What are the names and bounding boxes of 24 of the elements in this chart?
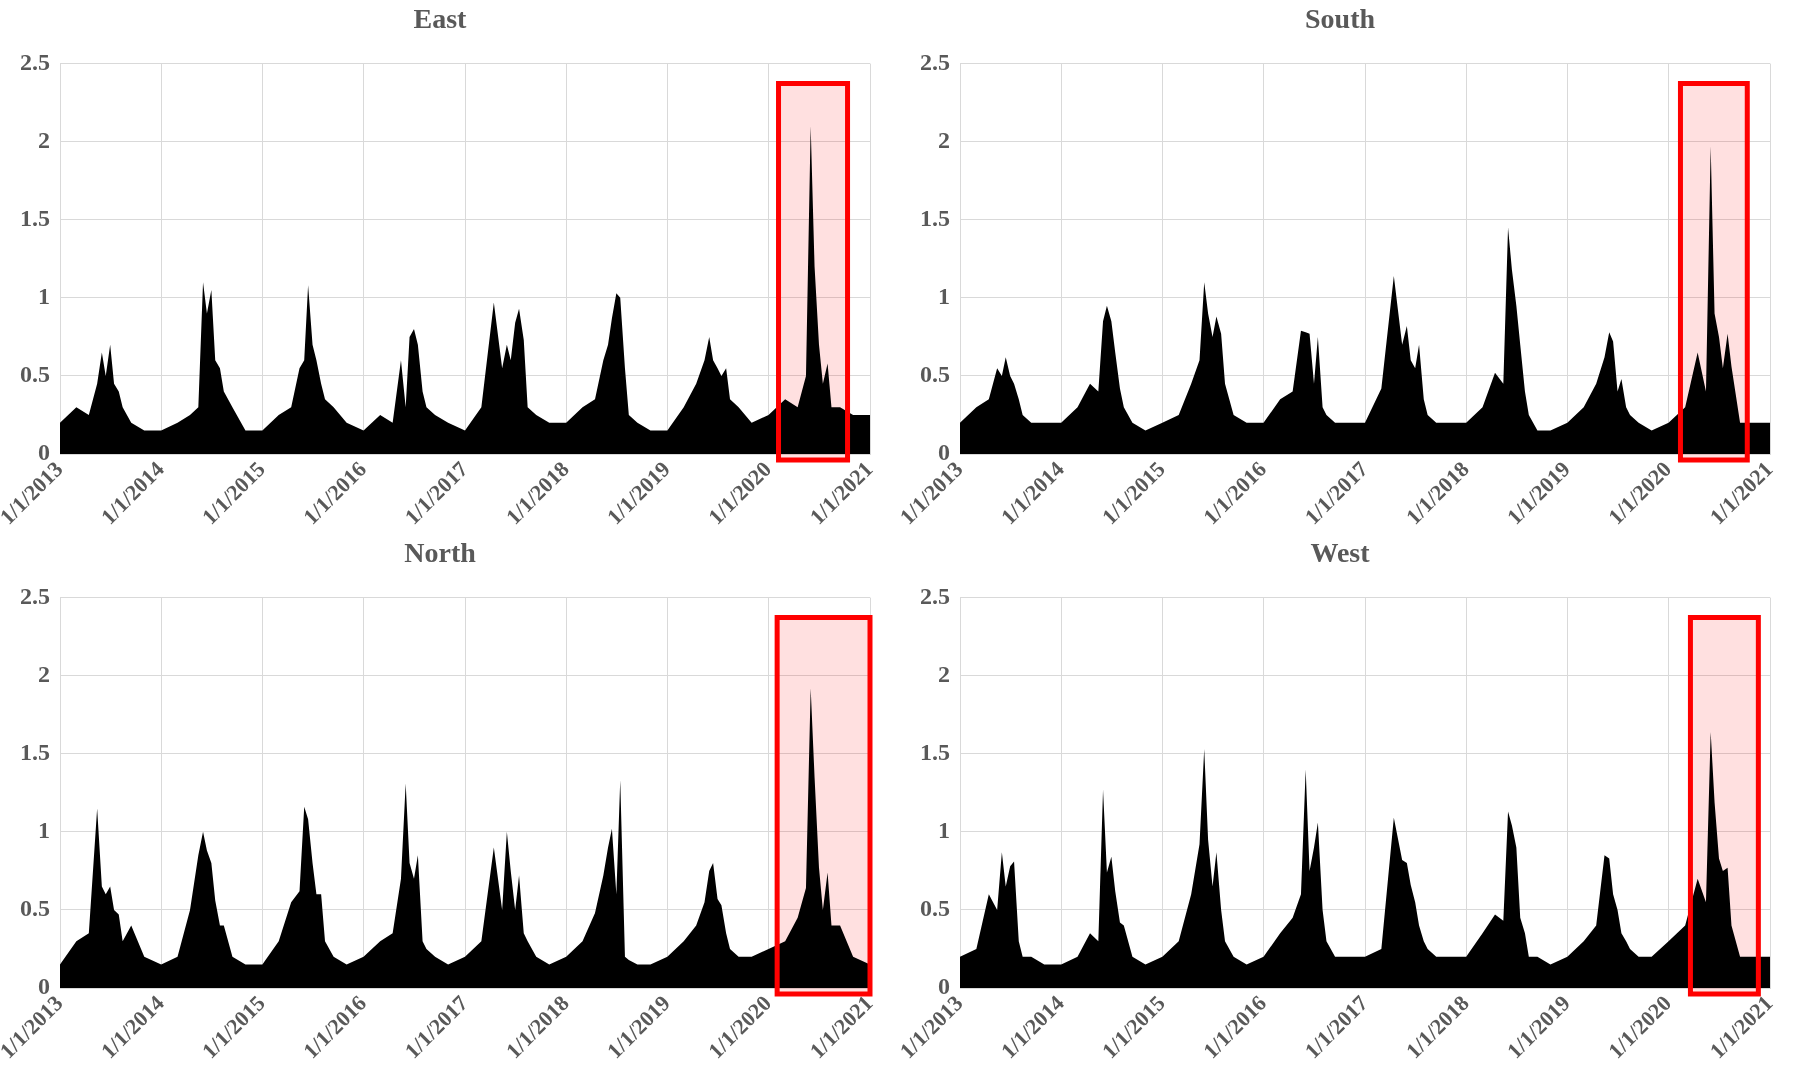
chart-title: West bbox=[1310, 537, 1371, 569]
y-tick-label: 1 bbox=[38, 283, 50, 310]
y-tick-label: 1 bbox=[38, 817, 50, 844]
y-tick-label: 0.5 bbox=[20, 895, 50, 922]
y-tick-label: 0.5 bbox=[920, 895, 950, 922]
y-tick-label: 2.5 bbox=[20, 48, 50, 75]
y-tick-label: 1 bbox=[938, 283, 950, 310]
y-tick-label: 0.5 bbox=[920, 361, 950, 388]
y-tick-label: 1 bbox=[938, 817, 950, 844]
y-tick-label: 2 bbox=[38, 126, 50, 153]
y-tick-label: 1.5 bbox=[20, 738, 50, 765]
y-tick-label: 0.5 bbox=[20, 361, 50, 388]
y-tick-label: 1.5 bbox=[920, 738, 950, 765]
chart-title: East bbox=[413, 3, 468, 35]
y-tick-label: 2.5 bbox=[920, 582, 950, 609]
y-tick-label: 2.5 bbox=[920, 48, 950, 75]
y-tick-label: 1.5 bbox=[920, 204, 950, 231]
y-tick-label: 2.5 bbox=[20, 582, 50, 609]
y-tick-label: 2 bbox=[938, 660, 950, 687]
y-tick-label: 2 bbox=[938, 126, 950, 153]
y-tick-label: 2 bbox=[38, 660, 50, 687]
chart-title: South bbox=[1304, 3, 1376, 35]
y-tick-label: 1.5 bbox=[20, 204, 50, 231]
chart-title: North bbox=[404, 537, 477, 569]
